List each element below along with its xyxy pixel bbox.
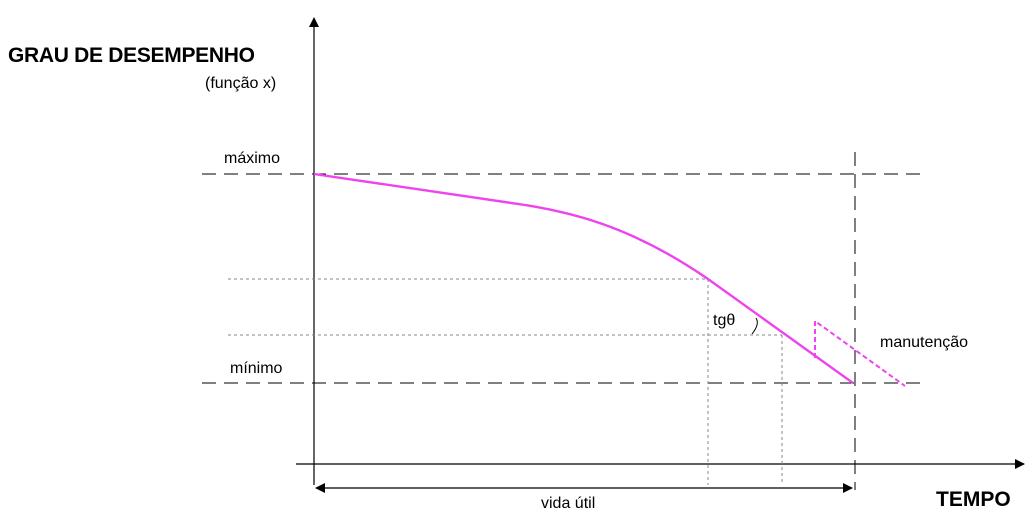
performance-curve [313, 172, 854, 384]
maintenance-label: manutenção [880, 334, 969, 351]
slope-angle-arc [751, 317, 758, 335]
maintenance-path [814, 319, 906, 387]
min-level-label: mínimo [230, 360, 283, 377]
x-axis-title: TEMPO [936, 488, 1011, 511]
max-level-label: máximo [224, 150, 281, 167]
slope-label: tgθ [713, 312, 736, 329]
y-axis-title: GRAU DE DESEMPENHO [8, 44, 255, 67]
y-axis-subtitle: (função x) [205, 75, 277, 92]
service-life-label: vida útil [541, 495, 596, 512]
